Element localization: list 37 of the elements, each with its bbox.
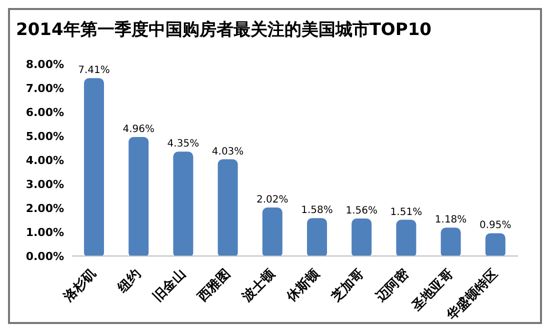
y-tick-label: 4.00% — [26, 154, 64, 167]
x-tick-label: 纽约 — [114, 266, 144, 296]
chart-title: 2014年第一季度中国购房者最关注的美国城市TOP10 — [15, 19, 432, 42]
bar — [84, 78, 104, 256]
y-tick-label: 6.00% — [26, 106, 64, 119]
x-tick-label: 西雅图 — [194, 266, 234, 306]
data-label: 1.51% — [390, 206, 422, 218]
y-tick-label: 8.00% — [26, 58, 64, 71]
x-tick-label: 旧金山 — [150, 266, 189, 305]
data-label: 0.95% — [480, 220, 512, 232]
data-label: 4.03% — [212, 146, 244, 158]
data-label: 4.96% — [122, 124, 154, 135]
data-label: 7.41% — [78, 65, 110, 76]
y-tick-label: 2.00% — [26, 202, 64, 215]
y-tick-label: 1.00% — [26, 226, 64, 239]
x-tick-label: 洛杉矶 — [60, 266, 100, 306]
y-tick-label: 5.00% — [26, 130, 64, 143]
y-tick-label: 7.00% — [26, 82, 64, 95]
bar — [128, 136, 149, 256]
y-tick-label: 0.00% — [26, 250, 64, 263]
bar — [307, 218, 327, 256]
x-tick-label: 休斯顿 — [284, 266, 324, 306]
data-label: 1.18% — [434, 214, 467, 226]
bar — [262, 208, 282, 256]
bar — [352, 218, 372, 256]
x-tick-label: 芝加哥 — [328, 266, 368, 306]
data-label: 1.58% — [301, 205, 333, 216]
x-tick-label: 波士顿 — [239, 266, 279, 306]
bar — [396, 220, 416, 256]
y-tick-label: 3.00% — [26, 178, 64, 191]
bar — [218, 159, 238, 256]
data-label: 1.56% — [346, 206, 378, 217]
data-label: 4.35% — [167, 138, 200, 150]
bar — [440, 228, 461, 256]
bar — [173, 152, 194, 256]
data-label: 2.02% — [256, 194, 288, 206]
bar — [485, 233, 506, 256]
